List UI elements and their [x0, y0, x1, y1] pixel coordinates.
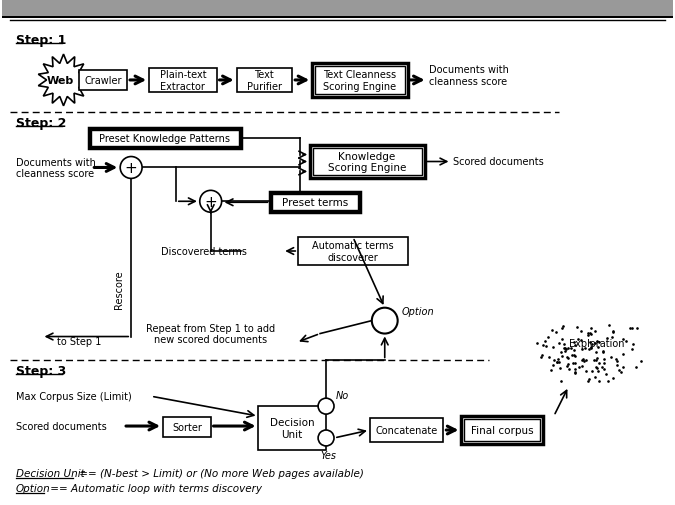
Text: Crawler: Crawler: [84, 76, 122, 86]
Circle shape: [200, 191, 221, 213]
Bar: [312, 64, 408, 97]
Text: == Automatic loop with terms discovery: == Automatic loop with terms discovery: [47, 483, 262, 493]
Bar: [259, 407, 326, 450]
Bar: [163, 417, 211, 437]
Bar: [315, 67, 404, 94]
Text: Step: 1: Step: 1: [16, 34, 66, 47]
Circle shape: [372, 308, 398, 334]
Bar: [310, 145, 425, 179]
Text: Exploration: Exploration: [569, 339, 624, 349]
Bar: [80, 71, 127, 91]
Text: Step: 2: Step: 2: [16, 117, 66, 129]
Text: Preset Knowledge Patterns: Preset Knowledge Patterns: [99, 133, 230, 143]
Circle shape: [318, 430, 334, 446]
Bar: [236, 69, 292, 93]
Text: +: +: [205, 194, 217, 210]
Text: Final corpus: Final corpus: [470, 425, 533, 435]
Bar: [2, 2, 673, 17]
Text: Concatenate: Concatenate: [375, 425, 438, 435]
Circle shape: [120, 157, 142, 179]
Bar: [298, 238, 408, 266]
Text: Scored documents: Scored documents: [16, 421, 107, 431]
Text: +: +: [125, 161, 138, 176]
Text: Discovered terms: Discovered terms: [161, 246, 247, 257]
Text: Decision
Unit: Decision Unit: [270, 418, 315, 439]
Text: Preset terms: Preset terms: [282, 198, 348, 208]
Text: to Step 1: to Step 1: [57, 336, 102, 346]
Text: Documents with
cleanness score: Documents with cleanness score: [429, 65, 510, 86]
Text: Rescore: Rescore: [114, 270, 124, 309]
Text: Web: Web: [47, 76, 74, 86]
Text: Option: Option: [16, 483, 51, 493]
Text: Text
Purifier: Text Purifier: [247, 70, 282, 91]
Text: Documents with
cleanness score: Documents with cleanness score: [16, 158, 96, 179]
Text: Scored documents: Scored documents: [454, 157, 544, 167]
Bar: [370, 418, 443, 442]
Text: Knowledge
Scoring Engine: Knowledge Scoring Engine: [327, 152, 406, 173]
Bar: [272, 195, 358, 211]
Text: Option: Option: [402, 306, 434, 316]
Text: Step: 3: Step: 3: [16, 365, 66, 378]
Bar: [464, 419, 540, 441]
Text: Repeat from Step 1 to add
new scored documents: Repeat from Step 1 to add new scored doc…: [146, 323, 275, 345]
Text: Max Corpus Size (Limit): Max Corpus Size (Limit): [16, 391, 132, 401]
Bar: [91, 130, 238, 146]
Text: == (N-best > Limit) or (No more Web pages available): == (N-best > Limit) or (No more Web page…: [76, 468, 364, 478]
Bar: [461, 416, 543, 444]
Text: Sorter: Sorter: [172, 422, 202, 432]
Bar: [313, 148, 421, 176]
Bar: [271, 193, 360, 213]
Polygon shape: [38, 55, 88, 107]
Bar: [149, 69, 217, 93]
Bar: [89, 128, 240, 148]
Text: Plain-text
Extractor: Plain-text Extractor: [159, 70, 206, 91]
Circle shape: [318, 398, 334, 414]
Text: Text Cleanness
Scoring Engine: Text Cleanness Scoring Engine: [323, 70, 396, 91]
Text: Decision Unit: Decision Unit: [16, 468, 84, 478]
Bar: [2, 17, 673, 19]
Text: Yes: Yes: [320, 450, 336, 460]
Text: Automatic terms
discoverer: Automatic terms discoverer: [312, 241, 394, 262]
Text: No: No: [336, 390, 349, 400]
